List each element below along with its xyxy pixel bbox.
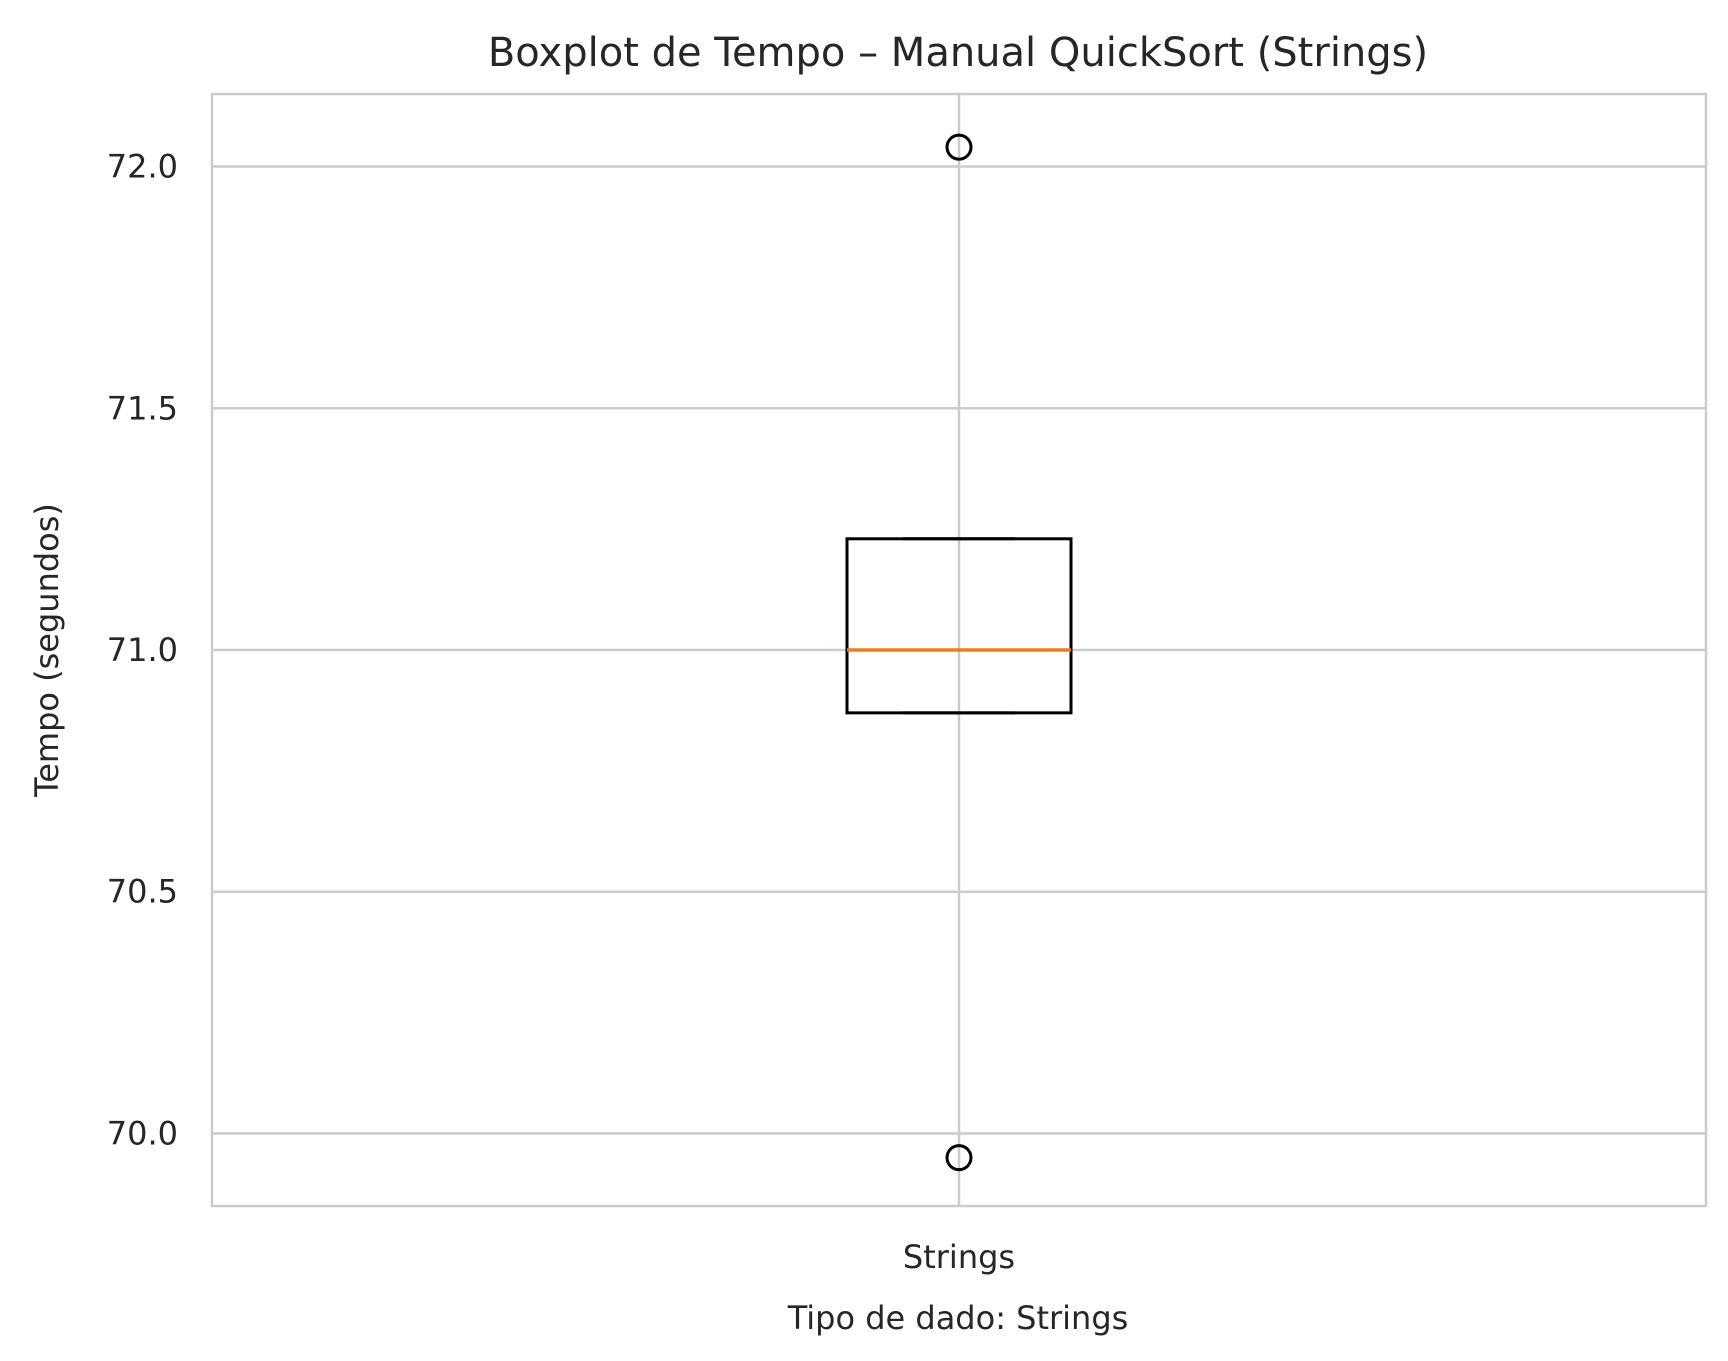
y-tick-label: 70.0	[107, 1114, 178, 1152]
chart-title: Boxplot de Tempo – Manual QuickSort (Str…	[488, 30, 1428, 76]
y-axis-ticks: 70.0 70.5 71.0 71.5 72.0	[107, 148, 178, 1153]
y-tick-label: 71.0	[107, 631, 178, 669]
iqr-box	[845, 537, 1073, 715]
y-tick-label: 71.5	[107, 389, 178, 427]
y-axis-label: Tempo (segundos)	[28, 503, 66, 798]
box-group	[845, 133, 1073, 1172]
x-tick-label: Strings	[903, 1238, 1015, 1276]
y-tick-label: 70.5	[107, 873, 178, 911]
x-axis-label: Tipo de dado: Strings	[787, 1299, 1129, 1337]
outlier-point	[945, 133, 973, 161]
x-axis-ticks: Strings	[903, 1238, 1015, 1276]
plot-area-frame	[210, 92, 1708, 1208]
y-tick-label: 72.0	[107, 148, 178, 186]
outlier-point	[945, 1144, 973, 1172]
box-series	[845, 133, 1073, 1172]
